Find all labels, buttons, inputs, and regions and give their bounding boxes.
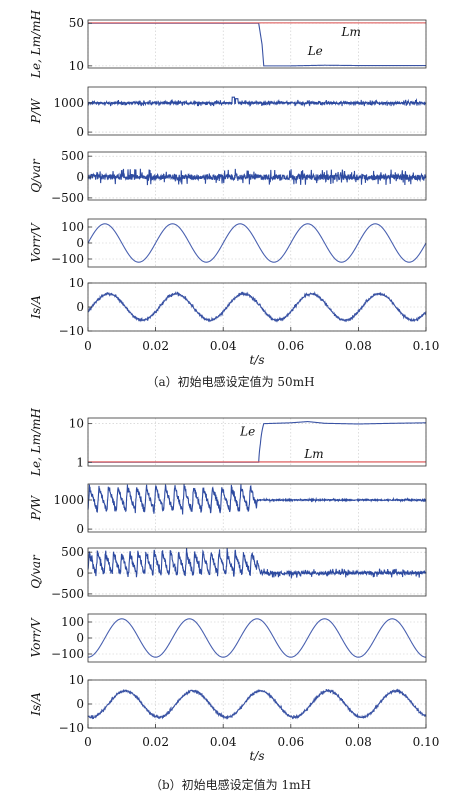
series-Vorr — [87, 223, 427, 263]
axes-frame — [87, 483, 427, 533]
x-tick-label: 0.08 — [345, 339, 372, 353]
y-tick-label: 0 — [76, 125, 84, 139]
x-tick-label: 0 — [84, 735, 92, 749]
series-Vorr — [87, 618, 427, 658]
x-tick-label: 0.10 — [413, 735, 440, 749]
y-tick-label: 100 — [61, 220, 84, 234]
axes-frame — [87, 86, 427, 136]
y-tick-label: 10 — [69, 276, 84, 290]
axes-frame — [87, 417, 427, 467]
panel-1-0: 1 10 Le, Lm/mH Le Lm — [29, 408, 427, 477]
series-Is — [87, 291, 427, 323]
y-axis-label: Q/var — [29, 554, 43, 589]
x-tick-label: 0.04 — [210, 735, 237, 749]
panel-0-2: −500 0 500 Q/var — [29, 149, 427, 205]
annotation-label: Lm — [341, 25, 361, 39]
series-Q — [87, 547, 427, 580]
y-tick-label: 0 — [76, 236, 84, 250]
y-tick-label: 0 — [76, 522, 84, 536]
annotation-label: Le — [239, 424, 255, 438]
x-tick-label: 0.02 — [142, 339, 169, 353]
y-tick-label: 1000 — [53, 493, 84, 507]
y-tick-label: −100 — [51, 252, 84, 266]
caption-b: （b）初始电感设定值为 1mH — [150, 778, 311, 792]
x-tick-label: 0.02 — [142, 735, 169, 749]
y-tick-label: 0 — [76, 170, 84, 184]
panel-0-1: 0 1000 P/W — [29, 86, 427, 139]
annotation-label: Le — [307, 44, 323, 58]
y-tick-label: 500 — [61, 149, 84, 163]
x-tick-label: 0.08 — [345, 735, 372, 749]
series-Q — [87, 168, 427, 186]
y-tick-label: 1000 — [53, 96, 84, 110]
series-Is — [87, 688, 427, 720]
y-tick-label: 10 — [69, 417, 84, 431]
x-tick-label: 0.10 — [413, 339, 440, 353]
axes-frame — [87, 151, 427, 201]
panel-1-1: 0 1000 P/W — [29, 483, 427, 536]
y-tick-label: −500 — [51, 191, 84, 205]
series-P — [87, 96, 427, 108]
y-axis-label: Vorr/V — [29, 617, 43, 657]
y-tick-label: 50 — [69, 16, 84, 30]
panel-0-3: −100 0 100 Vorr/V — [29, 218, 427, 268]
x-tick-label: 0.06 — [277, 735, 304, 749]
y-axis-label: Is/A — [29, 692, 43, 717]
x-axis-label: t/s — [249, 353, 264, 367]
y-tick-label: 0 — [76, 300, 84, 314]
series-Le — [88, 421, 427, 463]
y-tick-label: −100 — [51, 647, 84, 661]
y-axis-label: Is/A — [29, 295, 43, 320]
axes-frame — [87, 19, 427, 69]
y-tick-label: −10 — [59, 721, 84, 735]
y-tick-label: 10 — [69, 673, 84, 687]
panel-1-3: −100 0 100 Vorr/V — [29, 613, 427, 663]
y-tick-label: 0 — [76, 566, 84, 580]
y-tick-label: 100 — [61, 615, 84, 629]
annotation-label: Lm — [303, 447, 323, 461]
panel-1-2: −500 0 500 Q/var — [29, 545, 427, 601]
y-axis-label: Le, Lm/mH — [29, 408, 43, 477]
y-tick-label: 1 — [76, 455, 84, 469]
series-P — [87, 483, 427, 515]
y-tick-label: −500 — [51, 587, 84, 601]
axes-frame — [87, 547, 427, 597]
x-tick-label: 0.04 — [210, 339, 237, 353]
y-tick-label: 0 — [76, 631, 84, 645]
y-tick-label: 10 — [69, 59, 84, 73]
caption-a: （a）初始电感设定值为 50mH — [146, 375, 315, 389]
y-tick-label: −10 — [59, 324, 84, 338]
x-tick-label: 0 — [84, 339, 92, 353]
x-axis-label: t/s — [249, 749, 264, 763]
panel-1-4: −10 0 10 Is/A — [29, 673, 427, 735]
y-tick-label: 500 — [61, 545, 84, 559]
y-axis-label: Le, Lm/mH — [29, 10, 43, 79]
y-axis-label: Q/var — [29, 158, 43, 193]
series-Le — [88, 22, 426, 67]
panel-0-0: 10 50 Le, Lm/mH Le Lm — [29, 10, 427, 79]
panel-0-4: −10 0 10 Is/A — [29, 276, 427, 338]
y-axis-label: P/W — [29, 494, 43, 521]
y-axis-label: P/W — [29, 97, 43, 124]
y-axis-label: Vorr/V — [29, 222, 43, 262]
y-tick-label: 0 — [76, 697, 84, 711]
x-tick-label: 0.06 — [277, 339, 304, 353]
